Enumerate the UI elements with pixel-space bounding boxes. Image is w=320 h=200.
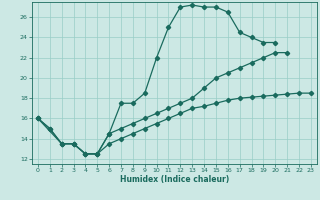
X-axis label: Humidex (Indice chaleur): Humidex (Indice chaleur): [120, 175, 229, 184]
